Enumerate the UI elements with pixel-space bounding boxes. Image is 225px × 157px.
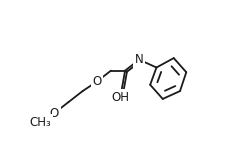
Text: OH: OH bbox=[111, 91, 129, 104]
Text: O: O bbox=[50, 107, 59, 119]
Text: O: O bbox=[92, 75, 101, 88]
Text: CH₃: CH₃ bbox=[29, 116, 51, 129]
Text: N: N bbox=[135, 53, 144, 66]
